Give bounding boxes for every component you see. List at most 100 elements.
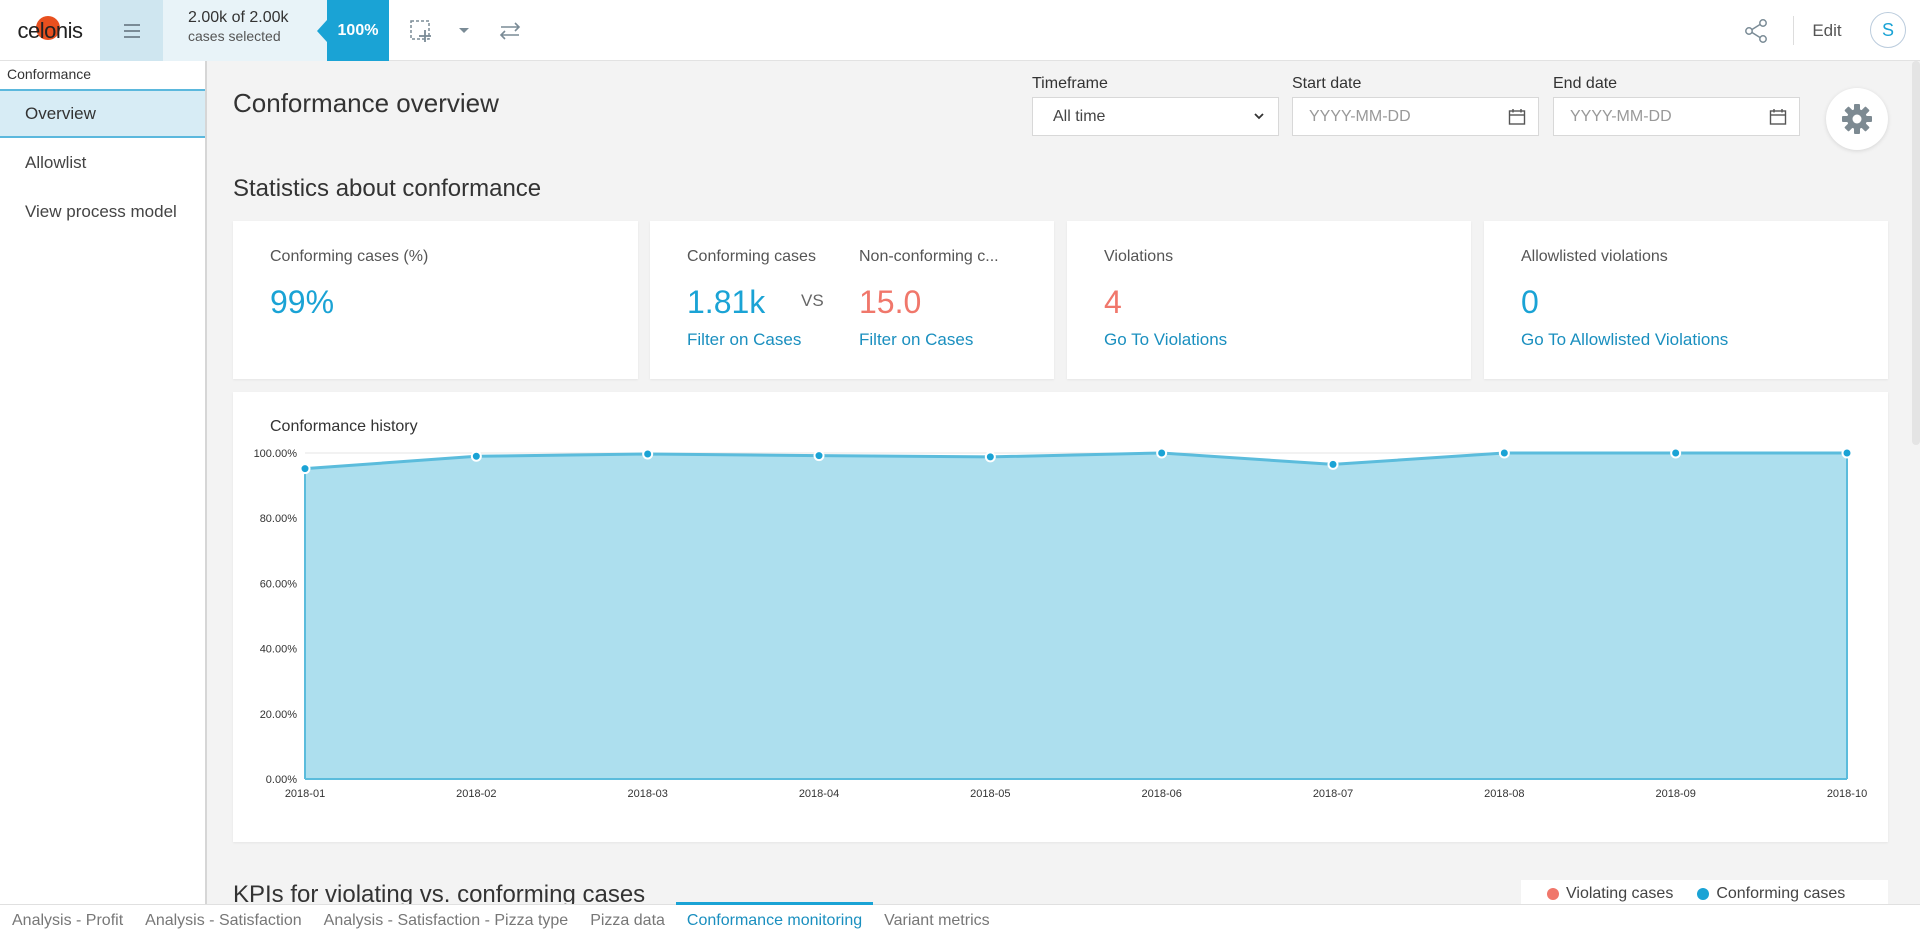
selection-add-icon: [410, 19, 431, 42]
conforming-vs-nonconforming-card: Conforming cases 1.81k VS Filter on Case…: [650, 221, 1054, 379]
logo-text: celonis: [17, 17, 83, 43]
sidebar-item-view-process-model[interactable]: View process model: [25, 201, 177, 221]
card-value: 4: [1104, 284, 1122, 320]
top-bar: celonis 2.00k of 2.00k cases selected 10…: [0, 0, 1920, 61]
start-date-placeholder: YYYY-MM-DD: [1309, 107, 1411, 125]
x-tick-label: 2018-07: [1313, 788, 1353, 800]
y-tick-label: 0.00%: [266, 774, 297, 786]
x-tick-label: 2018-06: [1141, 788, 1181, 800]
percent-badge-arrow: [317, 20, 327, 42]
caret-down-icon: [459, 27, 469, 33]
nonconforming-cases-value: 15.0: [859, 284, 922, 320]
start-date-label: Start date: [1292, 75, 1362, 92]
main-scrollbar[interactable]: [1912, 61, 1920, 445]
data-point: [984, 451, 996, 463]
chart-title: Conformance history: [270, 418, 418, 435]
swap-arrows-icon: [499, 21, 521, 40]
selection-tool-button[interactable]: [400, 0, 442, 61]
conformance-history-chart: 0.00% 20.00% 40.00% 60.00% 80.00% 100.00% 2018…: [254, 447, 1867, 800]
violating-legend-dot: [1547, 888, 1559, 900]
timeframe-select[interactable]: All time: [1032, 97, 1279, 136]
kpi-legend: Violating cases Conforming cases: [1521, 880, 1888, 908]
go-to-violations-link[interactable]: Go To Violations: [1104, 330, 1228, 349]
y-tick-label: 80.00%: [260, 513, 298, 525]
start-date-input[interactable]: YYYY-MM-DD: [1292, 97, 1539, 136]
selection-tool-dropdown[interactable]: [452, 0, 476, 61]
timeframe-value: All time: [1053, 107, 1106, 125]
x-tick-label: 2018-10: [1827, 788, 1867, 800]
card-label: Allowlisted violations: [1521, 248, 1668, 265]
tab-analysis-satisfaction-pizza-type[interactable]: Analysis - Satisfaction - Pizza type: [323, 912, 569, 929]
statistics-section-title: Statistics about conformance: [233, 175, 542, 202]
legend-label: Violating cases: [1566, 885, 1674, 902]
conformance-history-card: Conformance history 0.00% 20.00% 40.00% 60.…: [233, 392, 1888, 842]
data-point: [470, 450, 482, 462]
tab-analysis-satisfaction[interactable]: Analysis - Satisfaction: [145, 912, 302, 929]
y-tick-label: 40.00%: [260, 644, 298, 656]
x-tick-label: 2018-03: [627, 788, 667, 800]
x-tick-label: 2018-09: [1655, 788, 1695, 800]
edit-button[interactable]: Edit: [1812, 20, 1842, 40]
y-tick-label: 100.00%: [254, 448, 298, 460]
legend-item-conforming: Conforming cases: [1697, 885, 1845, 903]
y-tick-label: 20.00%: [260, 709, 298, 721]
card-label: Conforming cases (%): [270, 248, 429, 265]
tab-conformance-monitoring[interactable]: Conformance monitoring: [675, 902, 874, 938]
conforming-percent-card: Conforming cases (%) 99%: [233, 221, 638, 379]
data-point: [1156, 447, 1168, 459]
card-value: 99%: [270, 284, 335, 320]
filter-nonconforming-link[interactable]: Filter on Cases: [859, 330, 974, 349]
allowlisted-violations-card: Allowlisted violations 0 Go To Allowlist…: [1484, 221, 1888, 379]
end-date-input[interactable]: YYYY-MM-DD: [1553, 97, 1800, 136]
celonis-logo[interactable]: celonis: [0, 0, 100, 61]
end-date-placeholder: YYYY-MM-DD: [1570, 107, 1672, 125]
kpi-section-title: KPIs for violating vs. conforming cases: [233, 881, 646, 908]
sidebar: Conformance Overview Allowlist View proc…: [0, 61, 207, 904]
sidebar-item-allowlist[interactable]: Allowlist: [25, 152, 87, 172]
data-point: [1498, 447, 1510, 459]
data-point: [1670, 447, 1682, 459]
tab-analysis-profit[interactable]: Analysis - Profit: [12, 912, 124, 929]
swap-selection-button[interactable]: [490, 0, 530, 61]
page-title: Conformance overview: [233, 88, 499, 118]
x-tick-label: 2018-08: [1484, 788, 1524, 800]
settings-button[interactable]: [1826, 88, 1888, 150]
selection-count: 2.00k of 2.00k: [188, 9, 289, 26]
series-area: [305, 453, 1847, 779]
data-point: [642, 448, 654, 460]
card-label: Violations: [1104, 248, 1174, 265]
series-line: [304, 451, 1847, 471]
data-point: [1841, 447, 1853, 459]
calendar-icon[interactable]: [1769, 108, 1787, 126]
conforming-legend-dot: [1697, 888, 1710, 900]
logo-mark: [36, 16, 60, 40]
data-point: [299, 463, 311, 475]
toolbar-divider: [1793, 16, 1794, 45]
x-tick-label: 2018-02: [456, 788, 496, 800]
selection-subtitle: cases selected: [188, 28, 281, 44]
user-avatar[interactable]: S: [1870, 12, 1906, 48]
hamburger-icon: [123, 23, 140, 38]
sheet-tabs: Analysis - Profit Analysis - Satisfactio…: [0, 902, 1920, 938]
calendar-icon[interactable]: [1508, 108, 1526, 126]
chevron-down-icon: [1254, 113, 1264, 120]
tab-variant-metrics[interactable]: Variant metrics: [884, 912, 990, 929]
go-to-allowlisted-link[interactable]: Go To Allowlisted Violations: [1521, 330, 1729, 349]
sidebar-header: Conformance: [7, 66, 92, 82]
sidebar-item-overview[interactable]: Overview: [0, 89, 205, 138]
vs-label: VS: [801, 291, 824, 310]
data-point: [1327, 458, 1339, 470]
filter-conforming-link[interactable]: Filter on Cases: [687, 330, 802, 349]
tab-pizza-data[interactable]: Pizza data: [590, 912, 665, 929]
legend-item-violating: Violating cases: [1547, 885, 1673, 903]
x-tick-label: 2018-04: [799, 788, 839, 800]
share-button[interactable]: [1738, 0, 1774, 61]
conforming-cases-label: Conforming cases: [687, 248, 816, 265]
hamburger-menu-button[interactable]: [100, 0, 163, 61]
nonconforming-cases-label: Non-conforming c...: [859, 248, 999, 265]
end-date-label: End date: [1553, 75, 1618, 92]
timeframe-label: Timeframe: [1032, 75, 1108, 92]
case-selection-summary[interactable]: 2.00k of 2.00k cases selected: [163, 0, 327, 61]
conforming-cases-value: 1.81k: [687, 284, 766, 320]
legend-label: Conforming cases: [1716, 885, 1846, 902]
